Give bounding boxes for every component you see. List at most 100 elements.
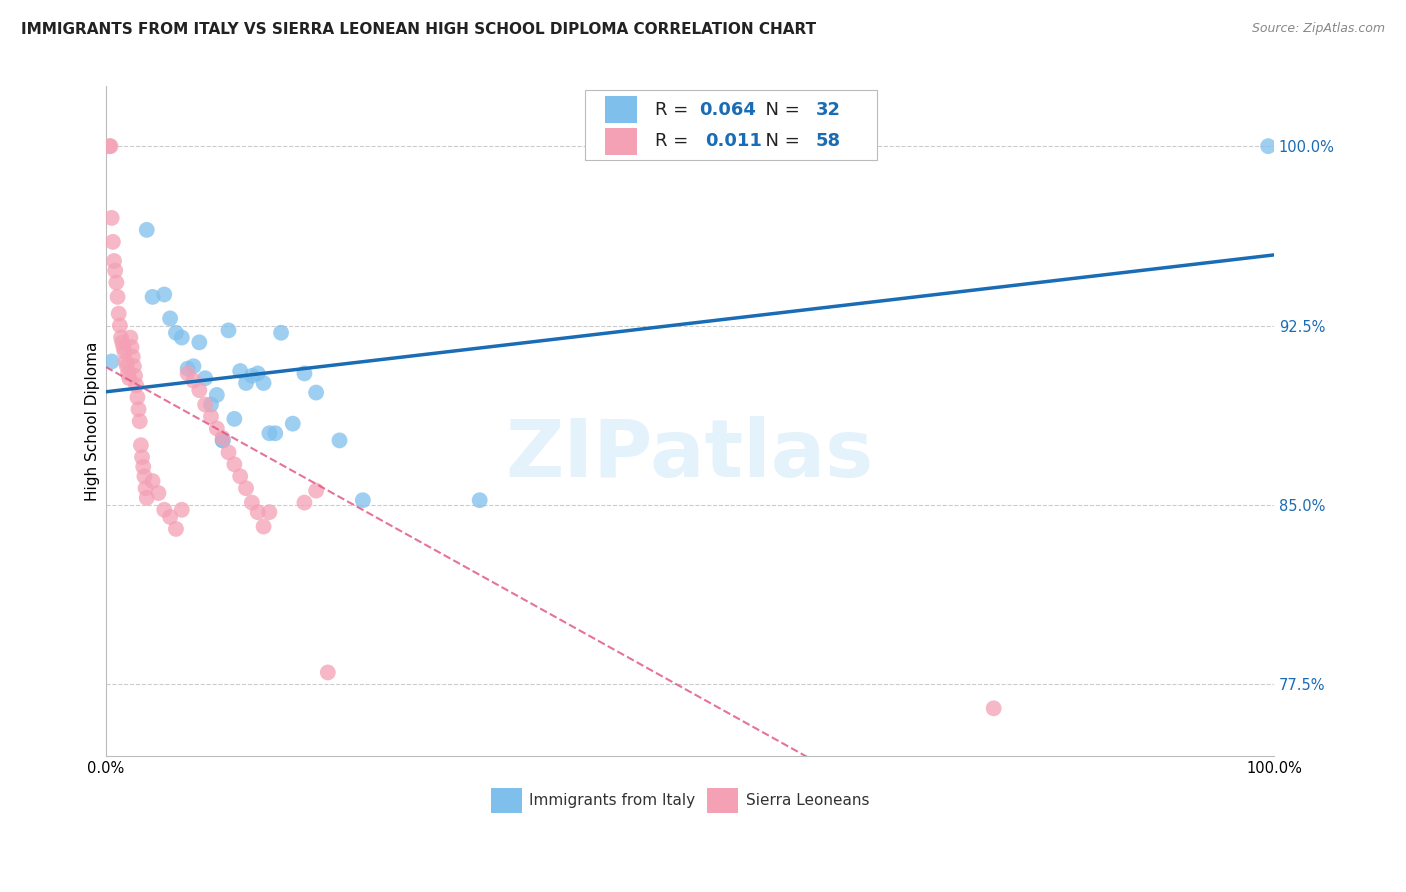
Point <box>121 340 143 354</box>
Point <box>117 367 139 381</box>
Point <box>235 481 257 495</box>
Point <box>120 330 142 344</box>
FancyBboxPatch shape <box>605 128 637 154</box>
Point <box>188 383 211 397</box>
Text: Source: ZipAtlas.com: Source: ZipAtlas.com <box>1251 22 1385 36</box>
Point <box>135 491 157 505</box>
Point <box>224 458 246 472</box>
Point <box>135 481 157 495</box>
Point <box>176 367 198 381</box>
Point <box>108 318 131 333</box>
Point <box>252 376 274 390</box>
Point <box>100 211 122 225</box>
Point <box>107 290 129 304</box>
Point <box>316 665 339 680</box>
Text: R =: R = <box>655 101 695 119</box>
Point <box>107 307 129 321</box>
Point <box>205 388 228 402</box>
FancyBboxPatch shape <box>585 90 877 160</box>
Point <box>118 371 141 385</box>
Point <box>224 412 246 426</box>
Point <box>328 434 350 448</box>
Point <box>281 417 304 431</box>
Point <box>165 522 187 536</box>
Text: 0.011: 0.011 <box>706 132 762 151</box>
Point <box>100 354 122 368</box>
Point <box>205 421 228 435</box>
Point <box>121 350 143 364</box>
Text: Immigrants from Italy: Immigrants from Italy <box>529 793 695 808</box>
Point <box>148 486 170 500</box>
Y-axis label: High School Diploma: High School Diploma <box>86 342 100 501</box>
Point <box>229 469 252 483</box>
Point <box>305 385 328 400</box>
Point <box>211 434 233 448</box>
Point <box>294 367 316 381</box>
Point <box>194 371 217 385</box>
Point <box>159 311 181 326</box>
Point <box>170 330 193 344</box>
Point <box>240 495 263 509</box>
Point <box>194 398 217 412</box>
Point <box>98 139 121 153</box>
Point <box>103 254 125 268</box>
Point <box>270 326 292 340</box>
Point <box>165 326 187 340</box>
Point <box>176 361 198 376</box>
Point <box>135 223 157 237</box>
Point <box>115 359 138 374</box>
Point <box>259 426 281 441</box>
Point <box>183 359 205 374</box>
Point <box>153 287 176 301</box>
Point <box>170 503 193 517</box>
Point <box>142 474 165 488</box>
Point <box>142 290 165 304</box>
Text: 32: 32 <box>815 101 841 119</box>
Point <box>188 335 211 350</box>
Point <box>125 378 148 392</box>
Point <box>211 431 233 445</box>
Text: 58: 58 <box>815 132 841 151</box>
Point <box>240 368 263 383</box>
Point <box>305 483 328 498</box>
FancyBboxPatch shape <box>707 788 738 814</box>
Point <box>124 368 146 383</box>
Point <box>110 330 132 344</box>
Point <box>114 345 136 359</box>
Point <box>159 510 181 524</box>
Point <box>183 374 205 388</box>
Point <box>153 503 176 517</box>
Point <box>101 235 124 249</box>
Point <box>128 414 150 428</box>
Point <box>468 493 491 508</box>
Point <box>104 263 127 277</box>
Text: 0.064: 0.064 <box>699 101 756 119</box>
Point <box>112 340 135 354</box>
Point <box>211 434 233 448</box>
Point <box>259 505 281 519</box>
Text: N =: N = <box>754 101 806 119</box>
Point <box>229 364 252 378</box>
Point <box>127 390 149 404</box>
Point <box>200 398 222 412</box>
Point <box>200 409 222 424</box>
Point <box>983 701 1005 715</box>
Point <box>128 402 150 417</box>
FancyBboxPatch shape <box>605 96 637 123</box>
Point <box>246 367 269 381</box>
Point <box>218 323 240 337</box>
Point <box>218 445 240 459</box>
Text: R =: R = <box>655 132 700 151</box>
Point <box>294 495 316 509</box>
Point <box>352 493 374 508</box>
Point <box>114 354 136 368</box>
FancyBboxPatch shape <box>491 788 522 814</box>
Point <box>264 426 287 441</box>
Text: IMMIGRANTS FROM ITALY VS SIERRA LEONEAN HIGH SCHOOL DIPLOMA CORRELATION CHART: IMMIGRANTS FROM ITALY VS SIERRA LEONEAN … <box>21 22 817 37</box>
Point <box>129 438 152 452</box>
Text: ZIPatlas: ZIPatlas <box>506 416 875 494</box>
Point <box>105 276 128 290</box>
Point <box>246 505 269 519</box>
Point <box>134 469 156 483</box>
Text: Sierra Leoneans: Sierra Leoneans <box>747 793 869 808</box>
